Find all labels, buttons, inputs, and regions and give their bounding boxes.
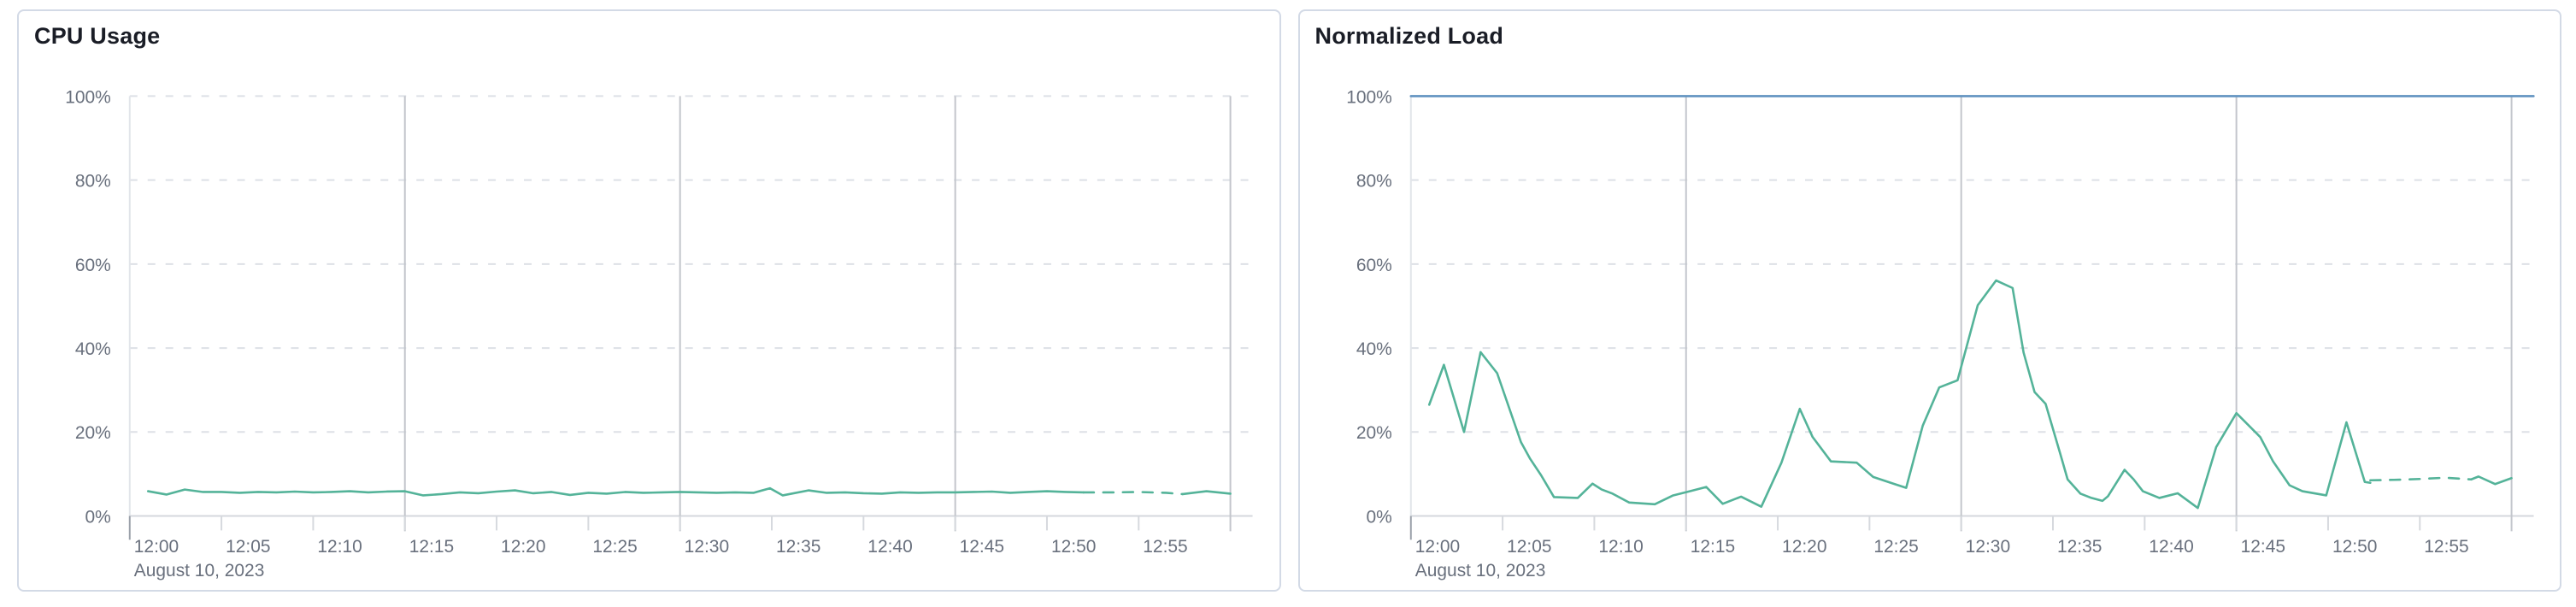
x-tick-label: 12:35 xyxy=(776,537,820,557)
x-tick-label: 12:05 xyxy=(1507,537,1551,557)
y-tick-label: 100% xyxy=(1346,87,1392,107)
panel-cpu-usage: CPU Usage 12:00 12:05 12:10 12:15 12:20 12:25… xyxy=(17,9,1281,592)
x-tick-label: 12:40 xyxy=(2149,537,2193,557)
x-tick-label: 12:40 xyxy=(867,537,912,557)
x-tick-label: 12:00 xyxy=(1414,537,1459,557)
series-line-cpu-usage xyxy=(1181,490,1232,496)
x-tick-label: 12:55 xyxy=(2424,537,2468,557)
series-line-normalized-load xyxy=(2469,475,2513,486)
y-tick-label: 20% xyxy=(75,423,111,443)
x-tick-label: 12:20 xyxy=(501,537,545,557)
y-tick-label: 60% xyxy=(1356,256,1391,275)
panel-title-cpu-usage: CPU Usage xyxy=(34,23,161,49)
x-axis-date-label: August 10, 2023 xyxy=(1414,561,1545,580)
x-tick-label: 12:05 xyxy=(226,537,270,557)
x-tick-label: 12:35 xyxy=(2056,537,2101,557)
x-tick-label: 12:20 xyxy=(1782,537,1826,557)
x-tick-label: 12:30 xyxy=(1965,537,2009,557)
x-tick-label: 12:30 xyxy=(685,537,729,557)
normalized-load-chart[interactable]: 12:00 12:05 12:10 12:15 12:20 12:25 12:30 12:35… xyxy=(1300,11,2561,590)
y-tick-label: 60% xyxy=(75,256,111,275)
x-tick-label: 12:50 xyxy=(1051,537,1096,557)
panel-normalized-load: Normalized Load 12:00 12:05 12:10 12:15 12:2… xyxy=(1297,9,2561,592)
series-line-cpu-usage xyxy=(1082,491,1185,496)
x-tick-label: 12:50 xyxy=(2332,537,2376,557)
series-line-cpu-usage xyxy=(146,486,1085,497)
x-tick-label: 12:10 xyxy=(1598,537,1643,557)
y-tick-label: 80% xyxy=(1356,172,1391,192)
y-tick-label: 0% xyxy=(1366,508,1391,527)
x-tick-label: 12:10 xyxy=(317,537,362,557)
series-line-normalized-load xyxy=(2368,476,2473,482)
x-tick-label: 12:15 xyxy=(1690,537,1734,557)
series-line-normalized-load xyxy=(1427,279,2372,510)
y-tick-label: 80% xyxy=(75,172,111,192)
x-tick-label: 12:00 xyxy=(134,537,179,557)
x-tick-label: 12:25 xyxy=(1873,537,1918,557)
y-tick-label: 100% xyxy=(65,87,111,107)
x-tick-label: 12:25 xyxy=(592,537,637,557)
x-axis-date-label: August 10, 2023 xyxy=(134,561,265,580)
y-tick-label: 40% xyxy=(75,339,111,359)
y-tick-label: 40% xyxy=(1356,339,1391,359)
cpu-usage-chart[interactable]: 12:00 12:05 12:10 12:15 12:20 12:25 12:30 12:35… xyxy=(19,11,1279,590)
y-tick-label: 0% xyxy=(85,508,111,527)
y-tick-label: 20% xyxy=(1356,423,1391,443)
x-tick-label: 12:55 xyxy=(1143,537,1187,557)
panel-title-normalized-load: Normalized Load xyxy=(1314,23,1504,49)
x-tick-label: 12:15 xyxy=(409,537,454,557)
x-tick-label: 12:45 xyxy=(960,537,1004,557)
x-tick-label: 12:45 xyxy=(2240,537,2285,557)
